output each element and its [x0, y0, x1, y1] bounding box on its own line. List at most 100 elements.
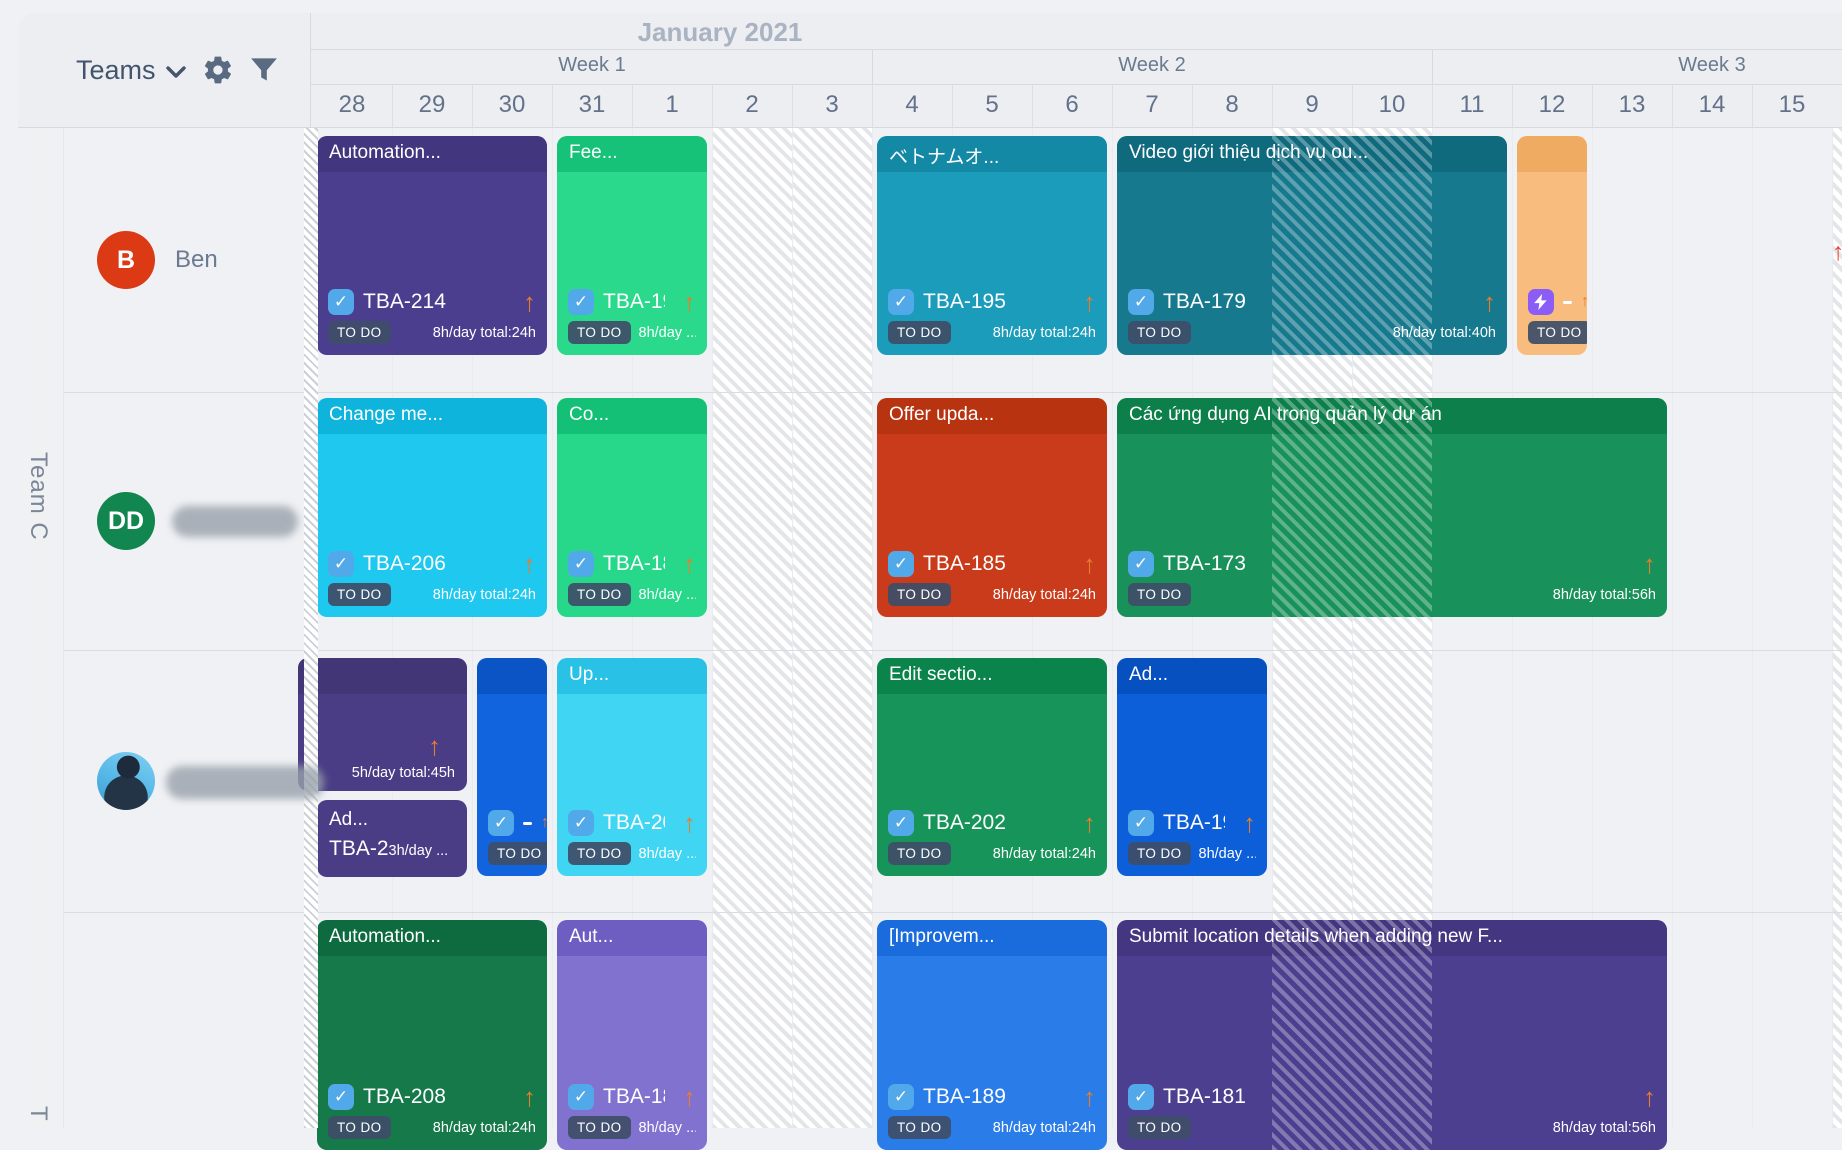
task-card-title: Submit location details when adding new …	[1129, 926, 1503, 947]
day-header-divider	[1592, 85, 1593, 127]
task-card-footer: ✓TBA-18↑TO DO8h/day ...	[557, 1084, 707, 1150]
task-card[interactable]: Video giới thiệu dịch vụ ou... ✓ TBA-179 ↑ T…	[1117, 136, 1507, 355]
task-card-footer-row2: TO DO 8h/day total:24h	[328, 583, 536, 606]
priority-up-icon: ↑	[1483, 287, 1496, 317]
task-id: TBA-19	[603, 290, 665, 313]
task-card[interactable]: ✓ ↑ TO DO	[477, 658, 547, 876]
task-card[interactable]: Automation... ✓ TBA-214 ↑ TO DO 8h/day total:…	[317, 136, 547, 355]
task-card-footer: ✓ TBA-214 ↑ TO DO 8h/day total:24h	[317, 289, 547, 355]
task-card-footer-row1: ✓ TBA-202 ↑	[888, 810, 1096, 836]
task-card-header: Co...	[557, 398, 707, 434]
task-card-header: Các ứng dụng AI trong quản lý dự án	[1117, 398, 1667, 434]
task-checkbox[interactable]: ✓	[888, 1084, 914, 1110]
task-card[interactable]: Ad... TBA-2 3h/day ...	[317, 800, 467, 877]
task-checkbox[interactable]: ✓	[568, 289, 594, 315]
priority-up-icon: ↑	[523, 549, 536, 579]
task-card-header: Automation...	[317, 920, 547, 956]
task-checkbox[interactable]: ✓	[568, 551, 594, 577]
task-card[interactable]: [Improvem... ✓ TBA-189 ↑ TO DO 8h/day total:2…	[877, 920, 1107, 1150]
day-header-cell: 6	[1065, 91, 1079, 118]
task-card-body	[317, 434, 547, 551]
task-card-title: Automation...	[329, 142, 441, 163]
card-weekend-hatch	[1272, 920, 1432, 1150]
task-card[interactable]: Ad... ✓ TBA-19 ↑ TO DO 8h/day ...	[1117, 658, 1267, 876]
task-checkbox[interactable]: ✓	[888, 289, 914, 315]
avatar-photo	[97, 752, 155, 810]
task-checkbox[interactable]: ✓	[568, 1084, 594, 1110]
task-card[interactable]: Offer upda... ✓ TBA-185 ↑ TO DO 8h/day total:…	[877, 398, 1107, 617]
task-checkbox[interactable]: ✓	[328, 289, 354, 315]
day-header-divider	[1432, 85, 1433, 127]
task-card-footer: ✓TBA-18↑TO DO8h/day ...	[557, 551, 707, 617]
day-gridline	[1192, 128, 1193, 1128]
task-card-footer: ✓ TBA-179 ↑ TO DO 8h/day total:40h	[1117, 289, 1507, 355]
task-card[interactable]: Fee... ✓ TBA-19 ↑ TO DO 8h/day ...	[557, 136, 707, 355]
task-checkbox[interactable]: ✓	[568, 810, 594, 836]
day-header-cell: 7	[1145, 91, 1159, 118]
task-card-footer: ✓ TBA-185 ↑ TO DO 8h/day total:24h	[877, 551, 1107, 617]
task-checkbox[interactable]: ✓	[1128, 551, 1154, 577]
day-header-divider	[1192, 85, 1193, 127]
task-checkbox[interactable]: ✓	[1128, 289, 1154, 315]
weekend-band	[712, 128, 792, 1128]
task-checkbox[interactable]: ✓	[328, 1084, 354, 1110]
task-checkbox[interactable]: ✓	[888, 810, 914, 836]
task-card[interactable]: Submit location details when adding new …	[1117, 920, 1667, 1150]
day-header-cell: 30	[498, 91, 526, 118]
day-header-cell: 31	[578, 91, 606, 118]
task-card[interactable]: ベトナムオ... ✓ TBA-195 ↑ TO DO 8h/day total:24h	[877, 136, 1107, 355]
header-band	[18, 13, 1842, 128]
task-card-header	[298, 658, 467, 694]
task-checkbox[interactable]: ✓	[1128, 810, 1154, 836]
priority-up-icon: ↑	[683, 808, 696, 838]
day-gridline	[1032, 128, 1033, 1128]
priority-up-icon: ↑	[1083, 1082, 1096, 1112]
task-card-footer: ✓ TBA-195 ↑ TO DO 8h/day total:24h	[877, 289, 1107, 355]
day-header-divider	[1272, 85, 1273, 127]
task-checkbox[interactable]: ✓	[888, 551, 914, 577]
team-column-divider	[63, 128, 64, 1128]
task-card[interactable]: Automation... ✓ TBA-208 ↑ TO DO 8h/day total:…	[317, 920, 547, 1150]
task-card[interactable]: Edit sectio... ✓ TBA-202 ↑ TO DO 8h/day total…	[877, 658, 1107, 876]
task-card-body	[317, 956, 547, 1084]
day-header-divider	[952, 85, 953, 127]
filter-icon[interactable]	[250, 57, 278, 83]
task-checkbox[interactable]: ✓	[1128, 1084, 1154, 1110]
task-card-footer-row1: ✓ TBA-214 ↑	[328, 289, 536, 315]
task-card[interactable]: Up... ✓ TBA-20 ↑ TO DO 8h/day ...	[557, 658, 707, 876]
task-card-footer: ✓ TBA-202 ↑ TO DO 8h/day total:24h	[877, 810, 1107, 876]
task-card[interactable]: ↑ TO DO	[1517, 136, 1587, 355]
clipped-task-id	[1563, 300, 1572, 304]
member-row-divider	[63, 392, 1842, 393]
task-card-footer-row1: ✓ TBA-19 ↑	[1128, 810, 1256, 836]
month-label: January 2021	[637, 17, 803, 47]
task-card[interactable]: Co... ✓ TBA-18 ↑ TO DO 8h/day ...	[557, 398, 707, 617]
task-card[interactable]: Các ứng dụng AI trong quản lý dự án ✓ TBA-…	[1117, 398, 1667, 617]
priority-up-icon: ↑	[1243, 808, 1256, 838]
task-card-footer-row1: ✓ ↑	[488, 810, 547, 836]
task-card-header: Fee...	[557, 136, 707, 172]
day-header-cell: 3	[825, 91, 839, 118]
chevron-down-icon	[165, 65, 186, 78]
task-checkbox[interactable]: ✓	[488, 810, 514, 836]
task-card[interactable]: Aut...✓TBA-18↑TO DO8h/day ...	[557, 920, 707, 1150]
task-card-body	[877, 956, 1107, 1084]
day-header-divider	[712, 85, 713, 127]
gear-icon[interactable]	[202, 54, 234, 86]
day-gridline	[952, 128, 953, 1128]
task-card[interactable]: Change me... ✓ TBA-206 ↑ TO DO 8h/day total:2…	[317, 398, 547, 617]
status-badge: TO DO	[568, 321, 631, 344]
task-checkbox[interactable]: ✓	[328, 551, 354, 577]
clipped-priority-arrow-red-icon: ↑	[1832, 238, 1842, 266]
task-card-title: Co...	[569, 404, 610, 425]
day-header-cell: 14	[1698, 91, 1726, 118]
hours-row: 5h/day total:45h	[298, 759, 467, 791]
task-card-footer-row2: TO DO	[1528, 321, 1587, 344]
teams-selector[interactable]: Teams	[76, 55, 186, 86]
task-card-title: Fee...	[569, 142, 618, 163]
task-card[interactable]: ↑ 5h/day total:45h	[298, 658, 467, 791]
day-header-divider	[552, 85, 553, 127]
task-card-header	[477, 658, 547, 694]
day-header-divider	[1352, 85, 1353, 127]
